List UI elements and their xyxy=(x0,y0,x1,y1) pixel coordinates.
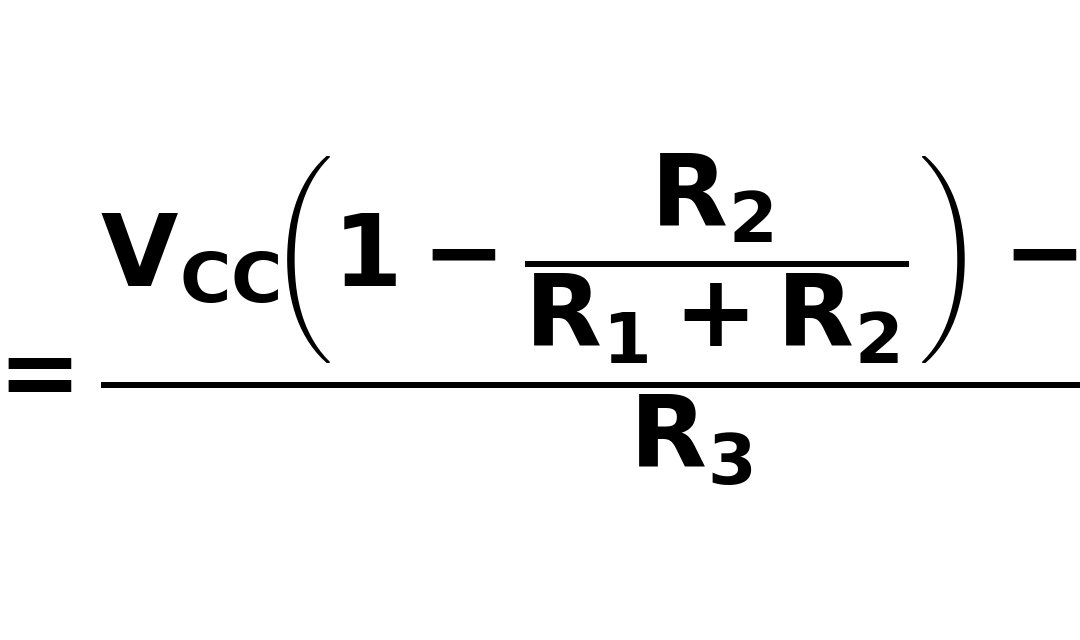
Text: $\mathbf{I_{OUT} = \dfrac{V_{CC}\!\left(1 - \dfrac{R_2}{R_1+R_2}\right) - V_{EB}: $\mathbf{I_{OUT} = \dfrac{V_{CC}\!\left(… xyxy=(0,152,1080,488)
